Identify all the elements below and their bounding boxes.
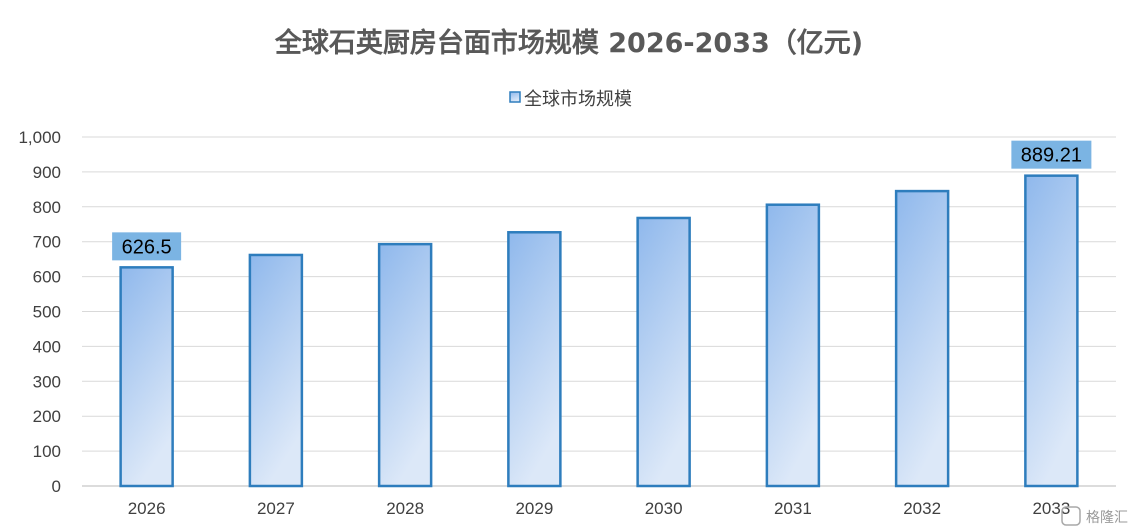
y-tick-label: 800 [33,198,61,217]
bar-2026 [119,266,174,488]
y-tick-label: 1,000 [18,128,61,147]
x-tick-label: 2031 [774,499,812,518]
y-tick-label: 400 [33,337,61,356]
chart-title: 全球石英厨房台面市场规模 2026-2033（亿元) [274,27,863,59]
data-label-box [1011,140,1092,169]
y-tick-label: 200 [33,407,61,426]
y-axis-ticks: 0 100 200 300 400 500 600 700 800 900 1,000 [18,128,61,496]
data-label: 889.21 [1021,145,1082,167]
x-tick-label: 2029 [515,499,553,518]
data-label-box [112,232,182,261]
legend: 全球市场规模 [509,89,632,110]
x-tick-label: 2033 [1032,499,1070,518]
bar-2027 [248,253,304,488]
bar-2031 [765,203,821,488]
watermark: 格隆汇 [1061,506,1128,526]
bar-2030 [636,216,691,488]
x-tick-label: 2028 [386,499,424,518]
y-tick-label: 600 [33,268,61,287]
x-tick-label: 2030 [645,499,683,518]
y-tick-label: 300 [33,372,61,391]
bar-2032 [894,189,950,488]
x-axis-ticks: 2026 2027 2028 2029 2030 2031 2032 2033 [128,499,1071,518]
x-tick-label: 2032 [903,499,941,518]
bars [119,174,1079,488]
x-tick-label: 2026 [128,499,166,518]
x-tick-label: 2027 [257,499,295,518]
watermark-logo-icon [1061,506,1081,526]
y-tick-label: 900 [33,163,61,182]
data-label: 626.5 [122,236,172,258]
data-labels: 626.5 889.21 [112,140,1092,261]
y-tick-label: 500 [33,303,61,322]
legend-label: 全球市场规模 [524,89,632,110]
y-tick-label: 100 [33,442,61,461]
gridlines [82,136,1116,487]
bar-2029 [507,231,562,488]
watermark-text: 格隆汇 [1086,510,1128,526]
y-tick-label: 0 [52,477,61,496]
bar-2028 [377,242,433,488]
legend-swatch [509,91,521,103]
bar-2033 [1024,174,1079,488]
y-tick-label: 700 [33,233,61,252]
